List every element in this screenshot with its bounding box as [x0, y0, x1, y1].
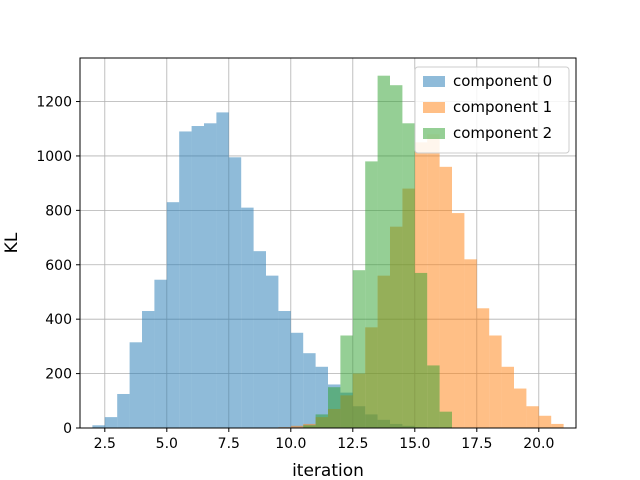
bar-series-1-bin-18 [501, 366, 514, 428]
y-tick-label-3: 600 [45, 258, 72, 274]
x-tick-label-1: 5.0 [156, 436, 178, 452]
bar-series-1-bin-21 [538, 415, 552, 428]
legend-swatch-0 [423, 76, 445, 87]
bar-series-1-bin-15 [464, 259, 477, 428]
plot-frame [79, 57, 577, 429]
legend-swatch-2 [423, 128, 445, 139]
bar-series-1-bin-14 [452, 213, 465, 428]
bar-series-1-bin-13 [439, 166, 452, 428]
bar-series-2-bin-7 [390, 85, 403, 429]
legend-label-1: component 1 [453, 98, 552, 116]
x-tick-label-3: 10.0 [275, 436, 306, 452]
x-tick-label-5: 15.0 [399, 436, 430, 452]
x-tick-label-4: 12.5 [337, 436, 368, 452]
bar-series-0-bin-11 [228, 157, 242, 429]
bar-series-0-bin-12 [241, 207, 254, 428]
bar-series-1-bin-12 [427, 134, 440, 429]
bar-series-2-bin-10 [427, 365, 440, 428]
legend-label-2: component 2 [453, 124, 552, 142]
bar-series-0-bin-14 [266, 275, 279, 428]
bar-series-2-bin-9 [414, 272, 428, 428]
x-axis-label: iteration [292, 461, 364, 480]
legend-box [414, 66, 570, 154]
bar-series-2-bin-1 [315, 414, 328, 428]
bar-series-0-bin-9 [204, 123, 217, 428]
y-tick-label-4: 800 [45, 203, 72, 219]
bar-series-0-bin-18 [315, 366, 328, 428]
bar-series-0-bin-13 [253, 251, 266, 428]
bar-series-1-bin-1 [290, 425, 304, 428]
bar-series-0-bin-5 [154, 279, 167, 428]
bar-series-0-bin-8 [191, 126, 204, 428]
bar-series-1-bin-16 [476, 308, 490, 428]
bar-series-0-bin-7 [179, 131, 192, 429]
bar-series-2-bin-6 [377, 75, 390, 428]
histogram-bars [92, 75, 564, 429]
bar-series-0-bin-10 [216, 112, 229, 428]
bar-series-1-bin-20 [526, 406, 539, 428]
y-tick-label-6: 1200 [36, 95, 72, 111]
x-tick-label-7: 20.0 [523, 436, 554, 452]
legend-label-0: component 0 [453, 72, 552, 90]
bar-series-0-bin-16 [290, 332, 304, 428]
y-tick-label-1: 200 [45, 367, 72, 383]
x-tick-label-0: 2.5 [94, 436, 116, 452]
legend-swatch-1 [423, 102, 445, 113]
bar-series-0-bin-15 [278, 311, 291, 428]
bar-series-0-bin-6 [166, 202, 180, 428]
y-tick-label-2: 400 [45, 312, 72, 328]
bar-series-2-bin-2 [328, 387, 341, 428]
y-axis-label: KL [2, 232, 22, 253]
bar-series-2-bin-4 [352, 270, 366, 428]
bar-series-2-bin-3 [340, 335, 353, 428]
bar-series-1-bin-22 [551, 423, 564, 428]
x-tick-label-6: 17.5 [461, 436, 492, 452]
y-tick-label-0: 0 [63, 421, 72, 437]
bar-series-2-bin-11 [439, 411, 452, 428]
y-tick-label-5: 1000 [36, 149, 72, 165]
bar-series-0-bin-4 [142, 311, 155, 428]
x-tick-label-2: 7.5 [218, 436, 240, 452]
bar-series-0-bin-0 [92, 425, 105, 428]
y-axis-ticks: 0 200 400 600 800 1000 1200 [36, 95, 80, 437]
x-axis-ticks: 2.5 5.0 7.5 10.0 12.5 15.0 17.5 20.0 [94, 428, 554, 452]
bar-series-0-bin-2 [117, 393, 130, 428]
bar-series-2-bin-0 [303, 425, 316, 428]
bar-series-2-bin-5 [365, 161, 378, 428]
bar-series-0-bin-17 [303, 353, 316, 428]
bar-series-2-bin-8 [402, 123, 415, 428]
bar-series-1-bin-17 [489, 335, 502, 428]
bar-series-0-bin-1 [104, 417, 118, 428]
bar-series-1-bin-19 [514, 388, 527, 428]
bar-series-0-bin-3 [129, 342, 142, 428]
legend: component 0 component 1 component 2 [414, 66, 570, 154]
